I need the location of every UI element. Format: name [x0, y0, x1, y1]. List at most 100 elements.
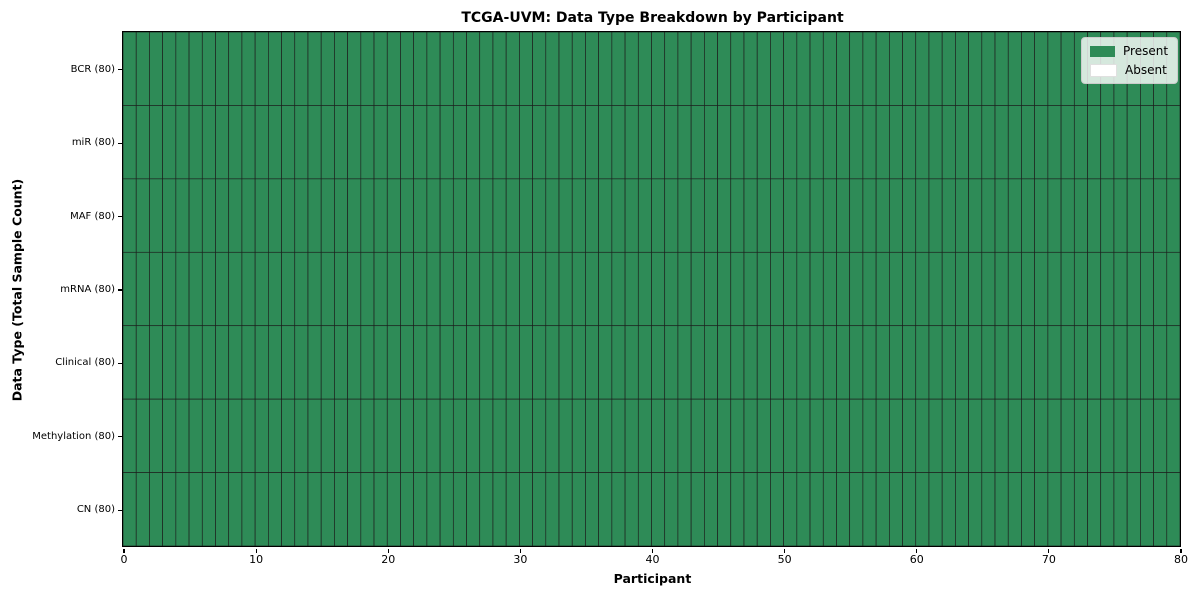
heatmap-cell: [519, 105, 534, 180]
heatmap-cell: [717, 105, 732, 180]
heatmap-cell: [585, 178, 600, 254]
heatmap-cell: [902, 105, 917, 180]
heatmap-cell: [704, 178, 719, 254]
heatmap-cell: [929, 178, 943, 254]
heatmap-cell: [228, 325, 243, 400]
heatmap-cell: [426, 472, 441, 547]
y-axis-tick-label: Clinical (80): [55, 357, 115, 369]
heatmap-cell: [810, 325, 824, 400]
heatmap-cell: [704, 252, 719, 327]
legend-entry-present: Present: [1090, 44, 1168, 58]
heatmap-cell: [625, 325, 640, 400]
heatmap-cell: [479, 325, 494, 400]
heatmap-cell: [995, 32, 1009, 107]
heatmap-cell: [189, 32, 203, 107]
heatmap-cell: [611, 325, 626, 400]
heatmap-cell: [466, 472, 481, 547]
y-axis-tick-label: miR (80): [71, 137, 115, 149]
heatmap-cell: [1100, 252, 1115, 327]
heatmap-cell: [189, 399, 203, 474]
heatmap-cell: [426, 178, 441, 254]
heatmap-cell: [506, 178, 521, 254]
heatmap-cell: [162, 178, 177, 254]
heatmap-cell: [387, 252, 402, 327]
heatmap-cell: [677, 399, 692, 474]
heatmap-cell: [175, 472, 190, 547]
heatmap-cell: [268, 399, 283, 474]
heatmap-cell: [1008, 178, 1023, 254]
heatmap-cell: [506, 252, 521, 327]
heatmap-cell: [545, 178, 560, 254]
heatmap-cell: [1127, 472, 1142, 547]
heatmap-cell: [968, 178, 983, 254]
x-axis-tick-label: 0: [120, 553, 128, 566]
heatmap-cell: [849, 105, 864, 180]
heatmap-cell: [611, 472, 626, 547]
heatmap-cell: [889, 178, 904, 254]
heatmap-cell: [400, 472, 415, 547]
heatmap-cell: [942, 105, 957, 180]
heatmap-cell: [136, 252, 151, 327]
heatmap-cell: [294, 472, 309, 547]
heatmap-cell: [836, 105, 851, 180]
heatmap-cell: [281, 178, 296, 254]
heatmap-cell: [440, 178, 455, 254]
heatmap-cell: [136, 472, 151, 547]
heatmap-cell: [862, 252, 877, 327]
heatmap-cell: [453, 178, 468, 254]
heatmap-cell: [836, 178, 851, 254]
heatmap-cell: [1166, 105, 1181, 180]
heatmap-cell: [1127, 178, 1142, 254]
heatmap-cell: [1047, 32, 1062, 107]
heatmap-cell: [360, 399, 375, 474]
heatmap-cell: [149, 105, 164, 180]
heatmap-cell: [677, 32, 692, 107]
heatmap-cell: [308, 325, 322, 400]
heatmap-cell: [677, 472, 692, 547]
heatmap-cell: [625, 105, 640, 180]
heatmap-cell: [123, 399, 137, 474]
heatmap-cell: [981, 399, 996, 474]
y-axis-tick-label: Methylation (80): [32, 430, 115, 442]
heatmap-cell: [664, 252, 679, 327]
heatmap-cell: [360, 325, 375, 400]
heatmap-cell: [677, 252, 692, 327]
heatmap-cell: [519, 472, 534, 547]
heatmap-cell: [770, 252, 785, 327]
heatmap-cell: [783, 399, 798, 474]
heatmap-cell: [1047, 325, 1062, 400]
heatmap-cell: [202, 105, 217, 180]
heatmap-cell: [387, 32, 402, 107]
heatmap-cell: [810, 252, 824, 327]
heatmap-cell: [1166, 325, 1181, 400]
heatmap-cell: [149, 252, 164, 327]
heatmap-cell: [691, 252, 706, 327]
heatmap-cell: [1100, 105, 1115, 180]
heatmap-cell: [440, 252, 455, 327]
heatmap-cell: [585, 399, 600, 474]
heatmap-cell: [308, 32, 322, 107]
heatmap-cell: [202, 32, 217, 107]
heatmap-cell: [347, 105, 362, 180]
heatmap-cell: [321, 178, 336, 254]
heatmap-cell: [413, 399, 428, 474]
heatmap-cell: [123, 32, 137, 107]
heatmap-cell: [638, 105, 653, 180]
heatmap-cell: [321, 472, 336, 547]
heatmap-cell: [334, 325, 349, 400]
heatmap-cell: [545, 32, 560, 107]
heatmap-cell: [1061, 472, 1076, 547]
heatmap-cell: [228, 399, 243, 474]
heatmap-cell: [929, 325, 943, 400]
y-axis-tick-mark: [118, 69, 123, 71]
heatmap-cell: [744, 32, 758, 107]
heatmap-cell: [677, 325, 692, 400]
heatmap-cell: [876, 399, 891, 474]
heatmap-cell: [440, 399, 455, 474]
heatmap-cell: [823, 252, 838, 327]
heatmap-cell: [123, 252, 137, 327]
heatmap-cell: [426, 325, 441, 400]
heatmap-cell: [915, 105, 930, 180]
heatmap-cell: [1100, 325, 1115, 400]
heatmap-cell: [704, 32, 719, 107]
